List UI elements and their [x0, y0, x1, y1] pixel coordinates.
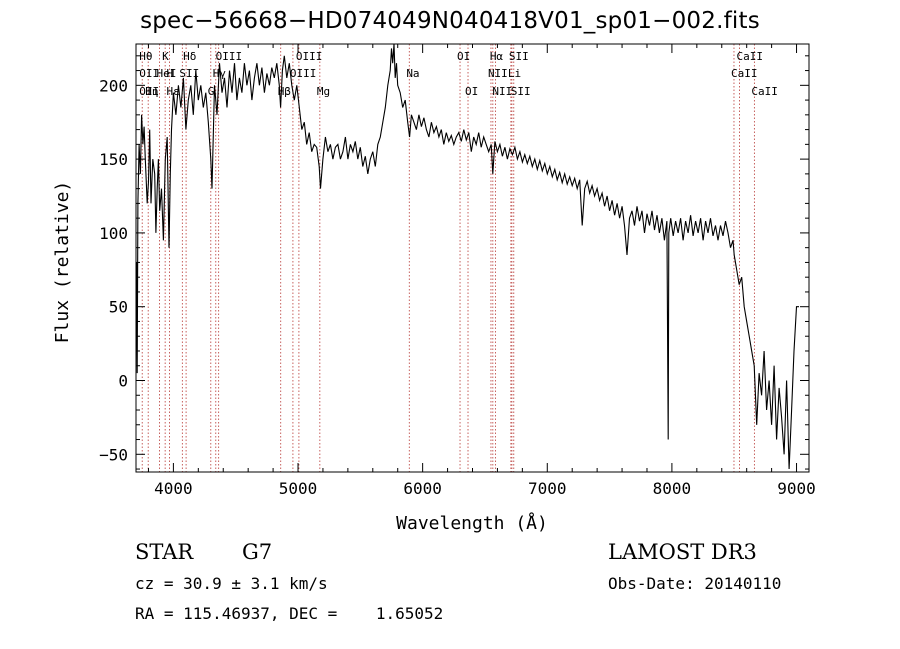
line-label-19-0: NII — [492, 85, 512, 98]
y-axis-label: Flux (relative) — [52, 181, 73, 344]
line-label-22-0: SII — [511, 85, 531, 98]
line-label-1-0: Hη — [145, 85, 158, 98]
line-label-24-0: CaII — [736, 50, 763, 63]
x-tick-label-1: 5000 — [279, 479, 318, 498]
line-label-15-0: OI — [457, 50, 470, 63]
spectrum-series — [136, 44, 799, 470]
line-label-4-1: H — [167, 67, 174, 80]
x-tick-label-3: 7000 — [528, 479, 567, 498]
x-tick-label-0: 4000 — [154, 479, 193, 498]
line-label-0-0: Hθ — [139, 50, 152, 63]
line-label-9-0: OIII — [216, 50, 243, 63]
observation-date: Obs-Date: 20140110 — [608, 574, 782, 593]
y-tick-label-5: 200 — [99, 76, 128, 95]
line-label-3-0: K — [162, 50, 169, 63]
line-label-14-0: Na — [406, 67, 419, 80]
object-type: STAR — [135, 540, 194, 564]
line-label-0-1: OII — [139, 67, 159, 80]
line-label-21-0: SII — [509, 50, 529, 63]
ra-dec: RA = 115.46937, DEC = 1.65052 — [135, 604, 444, 623]
chart-title: spec−56668−HD074049N040418V01_sp01−002.f… — [140, 8, 760, 34]
line-label-17-0: NII — [488, 67, 508, 80]
line-label-6-0: Hδ — [183, 50, 196, 63]
line-label-7-0: G — [208, 85, 215, 98]
emission-line-markers — [141, 44, 755, 472]
y-tick-label-4: 150 — [99, 150, 128, 169]
line-label-10-0: Hβ — [278, 85, 292, 98]
x-axis-label: Wavelength (Å) — [396, 512, 548, 534]
chart-axes: 4000 5000 6000 7000 8000 9000 −50 0 50 100 150 200 — [99, 43, 816, 498]
y-tick-label-3: 100 — [99, 224, 128, 243]
y-tick-label-1: 0 — [118, 371, 128, 390]
x-tick-label-2: 6000 — [403, 479, 442, 498]
line-label-13-0: Mg — [317, 85, 330, 98]
redshift-cz: cz = 30.9 ± 3.1 km/s — [135, 574, 328, 593]
line-label-18-0: Hα — [490, 50, 504, 63]
line-label-20-0: Li — [508, 67, 521, 80]
spectrum-line — [136, 44, 799, 470]
line-label-11-0: OIII — [290, 67, 317, 80]
x-tick-label-4: 8000 — [653, 479, 692, 498]
line-label-4-0: Hε — [167, 85, 180, 98]
line-label-25-0: CaII — [751, 85, 778, 98]
survey-name: LAMOST DR3 — [608, 540, 757, 564]
x-tick-label-5: 9000 — [777, 479, 816, 498]
line-label-12-0: OIII — [296, 50, 323, 63]
y-tick-label-2: 50 — [109, 298, 128, 317]
line-label-0-2: OII — [139, 85, 159, 98]
line-label-16-0: OI — [465, 85, 478, 98]
line-label-5-0: SII — [179, 67, 199, 80]
line-label-2-0: HeI — [157, 67, 177, 80]
y-tick-label-0: −50 — [99, 445, 128, 464]
line-label-8-0: Hγ — [213, 67, 227, 80]
object-subclass: G7 — [242, 540, 273, 564]
line-label-23-0: CaII — [731, 67, 758, 80]
plot-frame — [135, 43, 810, 473]
